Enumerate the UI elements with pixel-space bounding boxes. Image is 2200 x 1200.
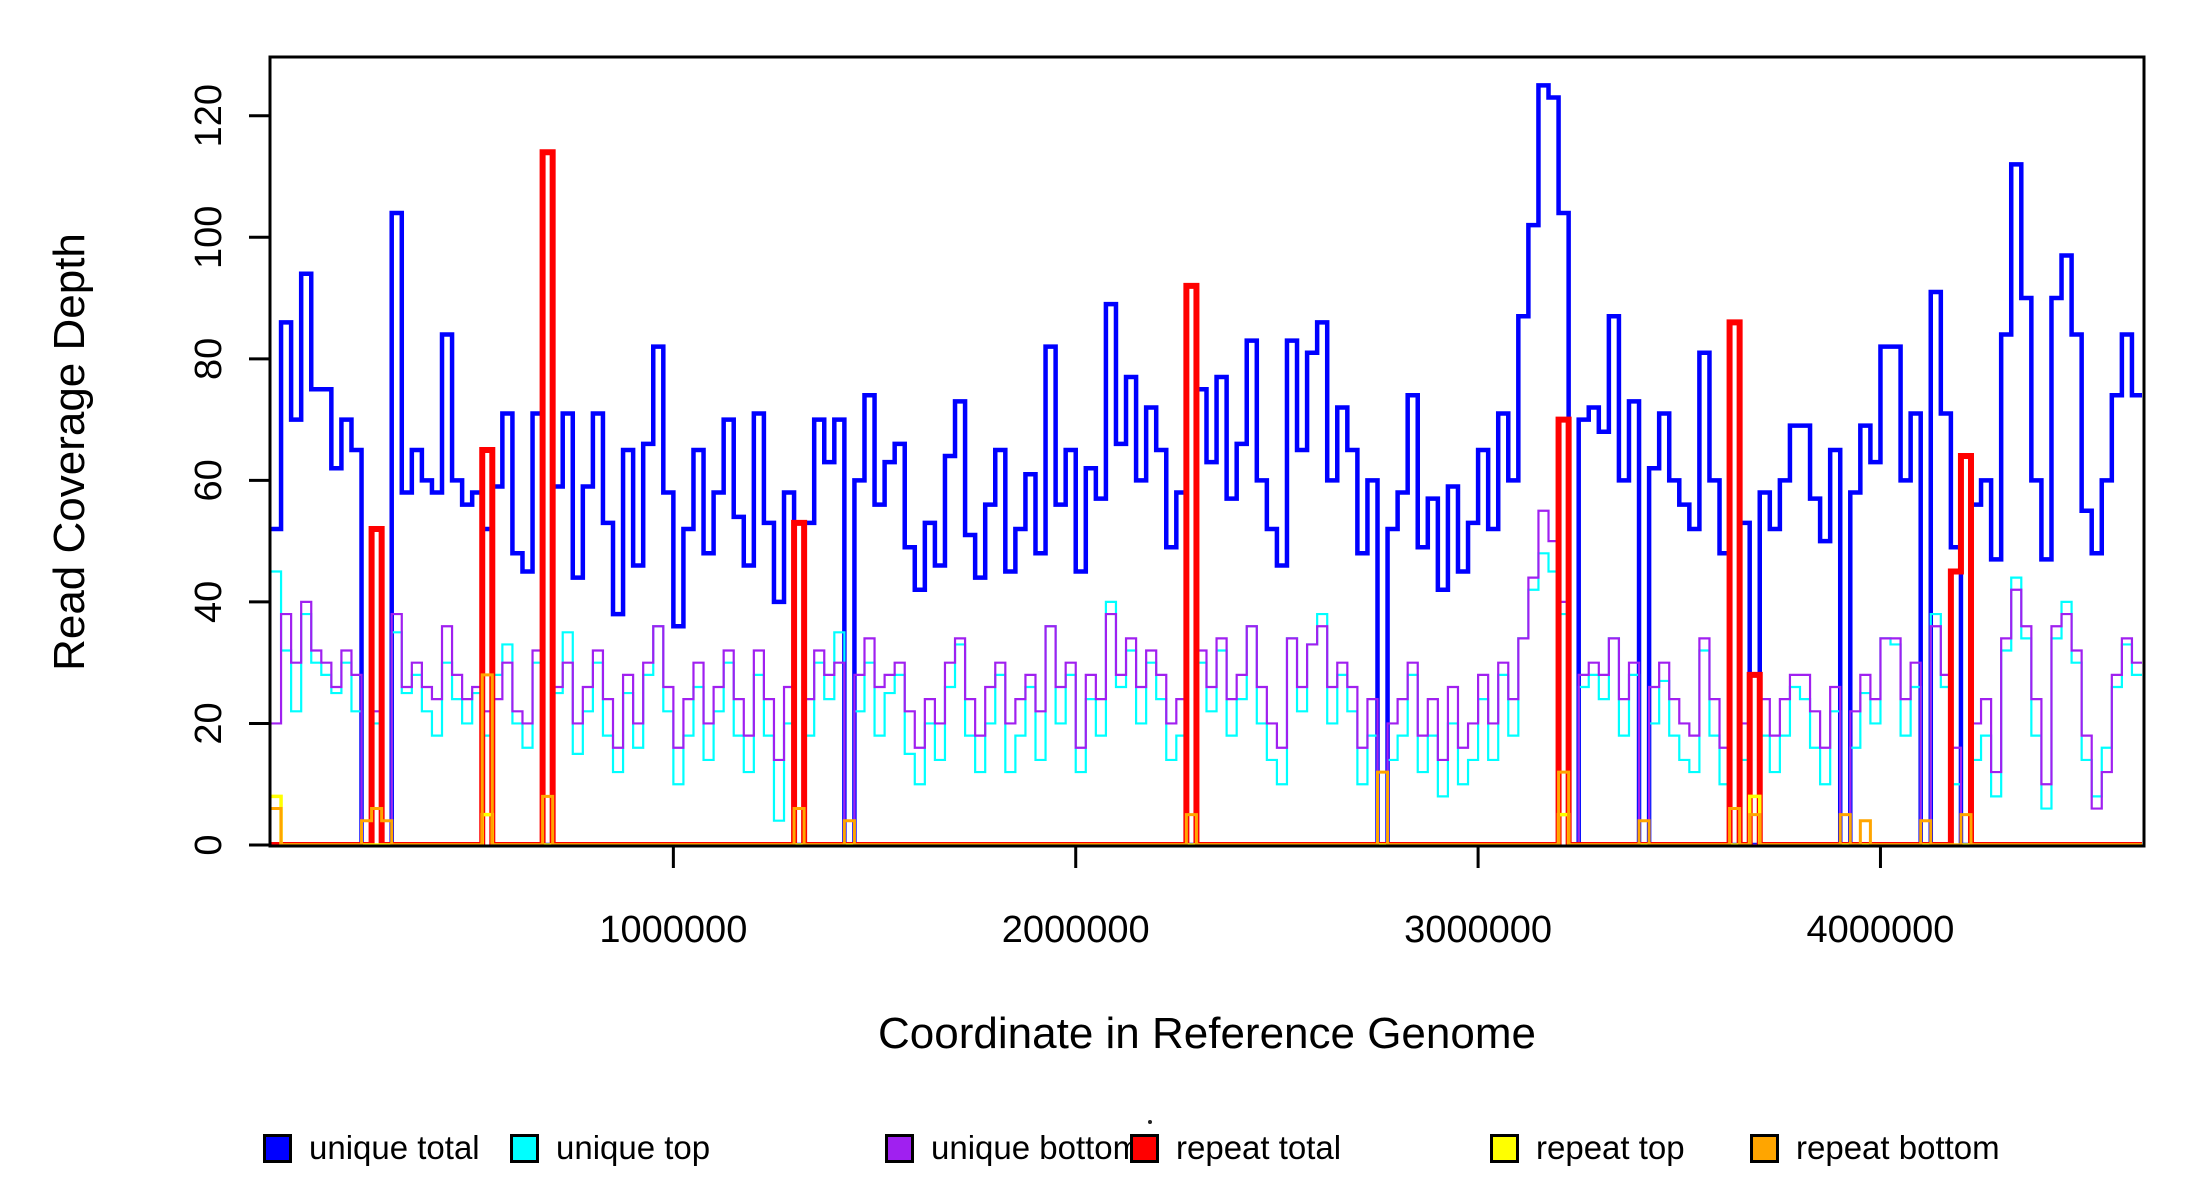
- axis-ticks: 1000000 2000000 3000000 4000000 0 20 40 60 80 100…: [188, 84, 1954, 951]
- repeat-top-swatch-icon: [1490, 1133, 1519, 1163]
- y-tick-label-20: 20: [188, 702, 230, 744]
- repeat-total-swatch-icon: [1130, 1133, 1159, 1163]
- series-unique-total: [271, 83, 2142, 846]
- legend-item-unique-bottom: unique bottom: [885, 1129, 1141, 1166]
- y-axis-title: Read Coverage Depth: [45, 233, 94, 671]
- y-tick-label-80: 80: [188, 338, 230, 380]
- legend-label: repeat total: [1176, 1129, 1342, 1166]
- stray-dot-artifact: [1148, 1120, 1152, 1124]
- x-axis-title: Coordinate in Reference Genome: [878, 1009, 1536, 1058]
- series-unique-bottom: [271, 509, 2142, 846]
- x-tick-label-4000000: 4000000: [1806, 909, 1954, 951]
- legend-item-unique-top: unique top: [510, 1129, 711, 1166]
- unique-bottom-swatch-icon: [885, 1133, 914, 1163]
- y-tick-label-120: 120: [188, 84, 230, 147]
- legend-label: repeat bottom: [1796, 1129, 2000, 1166]
- plot-border: [268, 55, 2146, 848]
- data-series-layer: [271, 83, 2142, 846]
- x-tick-label-1000000: 1000000: [599, 909, 747, 951]
- legend-item-repeat-bottom: repeat bottom: [1750, 1129, 2000, 1166]
- y-tick-label-40: 40: [188, 581, 230, 623]
- x-tick-label-3000000: 3000000: [1404, 909, 1552, 951]
- legend-label: repeat top: [1536, 1129, 1685, 1166]
- plot-svg: 1000000 2000000 3000000 4000000 0 20 40 60 80 100…: [45, 55, 2146, 1058]
- legend-label: unique bottom: [931, 1129, 1141, 1166]
- legend-item-repeat-top: repeat top: [1490, 1129, 1685, 1166]
- y-tick-label-60: 60: [188, 459, 230, 501]
- legend-item-repeat-total: repeat total: [1130, 1129, 1342, 1166]
- unique-total-swatch-icon: [263, 1133, 292, 1163]
- x-tick-label-2000000: 2000000: [1002, 909, 1150, 951]
- legend-item-unique-total: unique total: [263, 1129, 480, 1166]
- y-tick-label-100: 100: [188, 206, 230, 269]
- legend-label: unique total: [309, 1129, 480, 1166]
- repeat-bottom-swatch-icon: [1750, 1133, 1779, 1163]
- y-tick-label-0: 0: [188, 834, 230, 855]
- unique-top-swatch-icon: [510, 1133, 539, 1163]
- legend-label: unique top: [556, 1129, 711, 1166]
